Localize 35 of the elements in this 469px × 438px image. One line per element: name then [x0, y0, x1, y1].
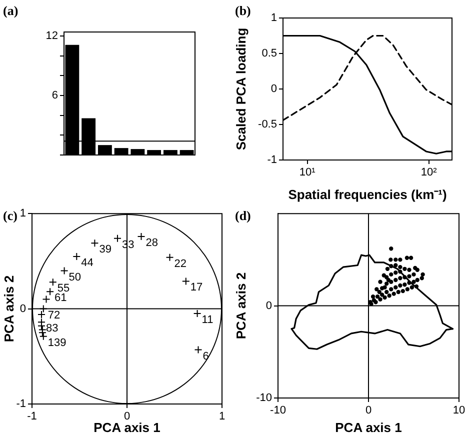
chart-title: (d)	[235, 208, 251, 223]
annotation: 17	[190, 282, 203, 294]
y-axis-title: Scaled PCA loading	[233, 28, 248, 150]
annotation: 83	[46, 322, 58, 335]
y-tick-label: 0.5	[262, 48, 277, 60]
y-tick-label: -1	[267, 154, 277, 166]
x-axis-title: PCA axis 1	[335, 420, 402, 435]
x-tick-label: 1	[218, 410, 226, 423]
annotation: 39	[99, 244, 112, 256]
annotation: 50	[68, 271, 82, 284]
chart-title: (a)	[3, 2, 18, 18]
x-tick-label: 10²	[420, 166, 438, 179]
y-tick-label: 1	[270, 12, 277, 24]
chart-title: (b)	[235, 2, 251, 18]
y-tick-label: 0	[270, 83, 277, 96]
y-tick-label: 12	[46, 30, 58, 42]
x-axis-title: Spatial frequencies (km⁻¹)	[288, 186, 447, 202]
annotation: 22	[174, 258, 186, 270]
chart-title: (c)	[3, 208, 18, 223]
annotation: 139	[48, 336, 66, 349]
y-tick-label: 0	[20, 302, 26, 315]
x-tick-label: 10	[452, 404, 466, 417]
annotation: 61	[54, 292, 67, 304]
y-tick-label: 1	[20, 208, 26, 220]
y-axis-title: PCA axis 2	[233, 272, 248, 340]
annotation: 44	[81, 256, 94, 269]
y-tick-label: 0	[266, 300, 272, 312]
y-tick-label: -10	[256, 392, 272, 404]
y-tick-label: -0.5	[258, 118, 277, 131]
annotation: 11	[202, 314, 214, 326]
y-axis-title: PCA axis 2	[1, 275, 16, 342]
x-tick-label: 10¹	[299, 166, 316, 179]
x-tick-label: 0	[365, 404, 372, 417]
annotation: 72	[48, 309, 60, 322]
annotation: 28	[146, 236, 158, 249]
